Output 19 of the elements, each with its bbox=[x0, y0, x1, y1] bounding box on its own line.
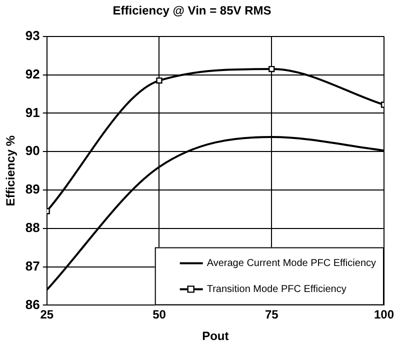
y-tick-label: 91 bbox=[25, 104, 40, 120]
legend-label: Transition Mode PFC Efficiency bbox=[206, 284, 346, 295]
y-axis-title: Efficiency % bbox=[4, 135, 18, 206]
x-tick-label: 25 bbox=[40, 308, 54, 322]
y-tick-label: 93 bbox=[25, 28, 40, 43]
y-tick-label: 90 bbox=[25, 143, 40, 158]
y-tick-label: 89 bbox=[25, 182, 40, 197]
y-tick-label: 86 bbox=[25, 296, 40, 312]
x-tick-label: 100 bbox=[374, 308, 394, 322]
y-tick-label: 92 bbox=[25, 66, 40, 82]
y-tick-label: 87 bbox=[25, 258, 40, 274]
x-axis-title: Pout bbox=[202, 329, 229, 344]
x-tick-label: 75 bbox=[264, 308, 279, 322]
point bbox=[156, 77, 162, 84]
y-tick-label: 88 bbox=[25, 220, 40, 235]
legend-label: Average Current Mode PFC Efficiency bbox=[206, 258, 376, 269]
point bbox=[268, 66, 275, 72]
chart-title: Efficiency @ Vin = 85V RMS bbox=[112, 4, 272, 18]
x-tick-label: 50 bbox=[152, 308, 166, 322]
